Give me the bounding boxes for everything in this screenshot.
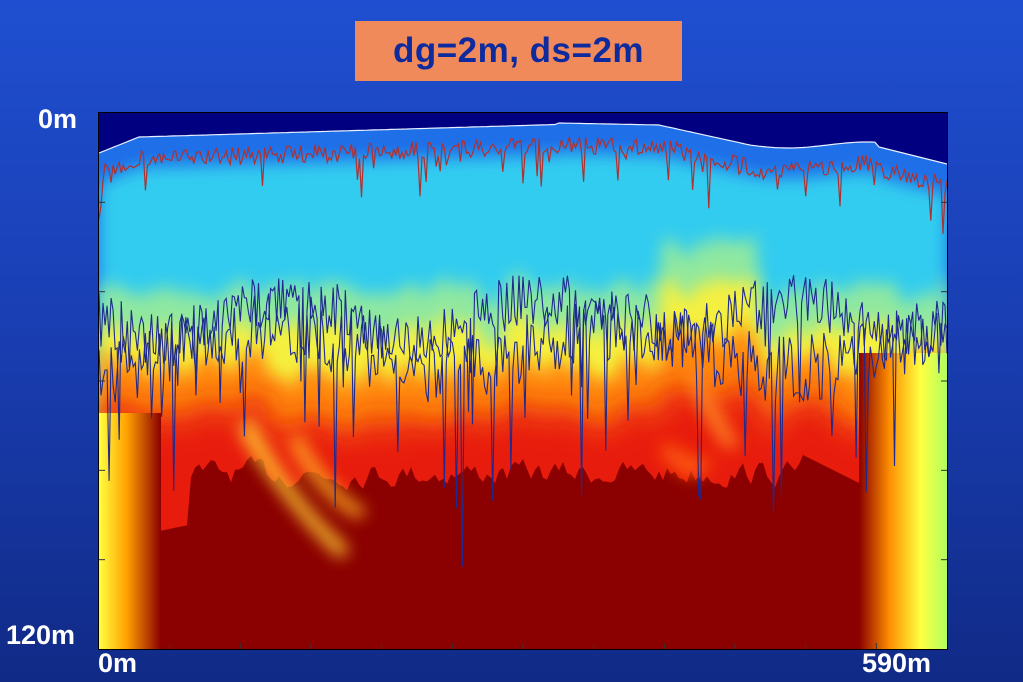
field-band-darkred — [99, 455, 947, 649]
velocity-field — [99, 113, 947, 649]
edge-fade-right — [859, 353, 947, 649]
x-tick-label-left: 0m — [98, 648, 138, 678]
y-tick-label-top: 0m — [38, 104, 78, 134]
overlay-line-red — [99, 136, 947, 234]
chart-title: dg=2m, ds=2m — [355, 21, 682, 81]
x-tick-label-right: 590m — [862, 648, 932, 678]
overlay-line-blue-a — [99, 275, 947, 491]
streak-yellow-1 — [239, 413, 348, 558]
streak-orange-3 — [689, 363, 739, 449]
axis-ticks — [99, 201, 947, 649]
topography-outline — [99, 122, 947, 165]
overlay-line-blue-b — [99, 291, 947, 567]
streak-orange-4 — [659, 443, 710, 478]
topography-mask — [99, 113, 947, 164]
streak-yellow-2 — [289, 433, 366, 518]
tomography-heatmap — [98, 112, 948, 650]
field-streaks — [239, 363, 739, 558]
y-tick-label-bottom: 120m — [6, 620, 76, 650]
